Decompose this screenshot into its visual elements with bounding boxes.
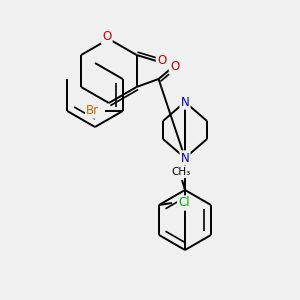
Text: O: O <box>102 31 112 44</box>
Text: Br: Br <box>86 104 99 118</box>
Text: N: N <box>181 95 189 109</box>
Text: N: N <box>181 152 189 164</box>
Text: O: O <box>170 61 179 74</box>
Text: O: O <box>157 55 166 68</box>
Text: Cl: Cl <box>178 196 190 209</box>
Text: CH₃: CH₃ <box>171 167 190 177</box>
